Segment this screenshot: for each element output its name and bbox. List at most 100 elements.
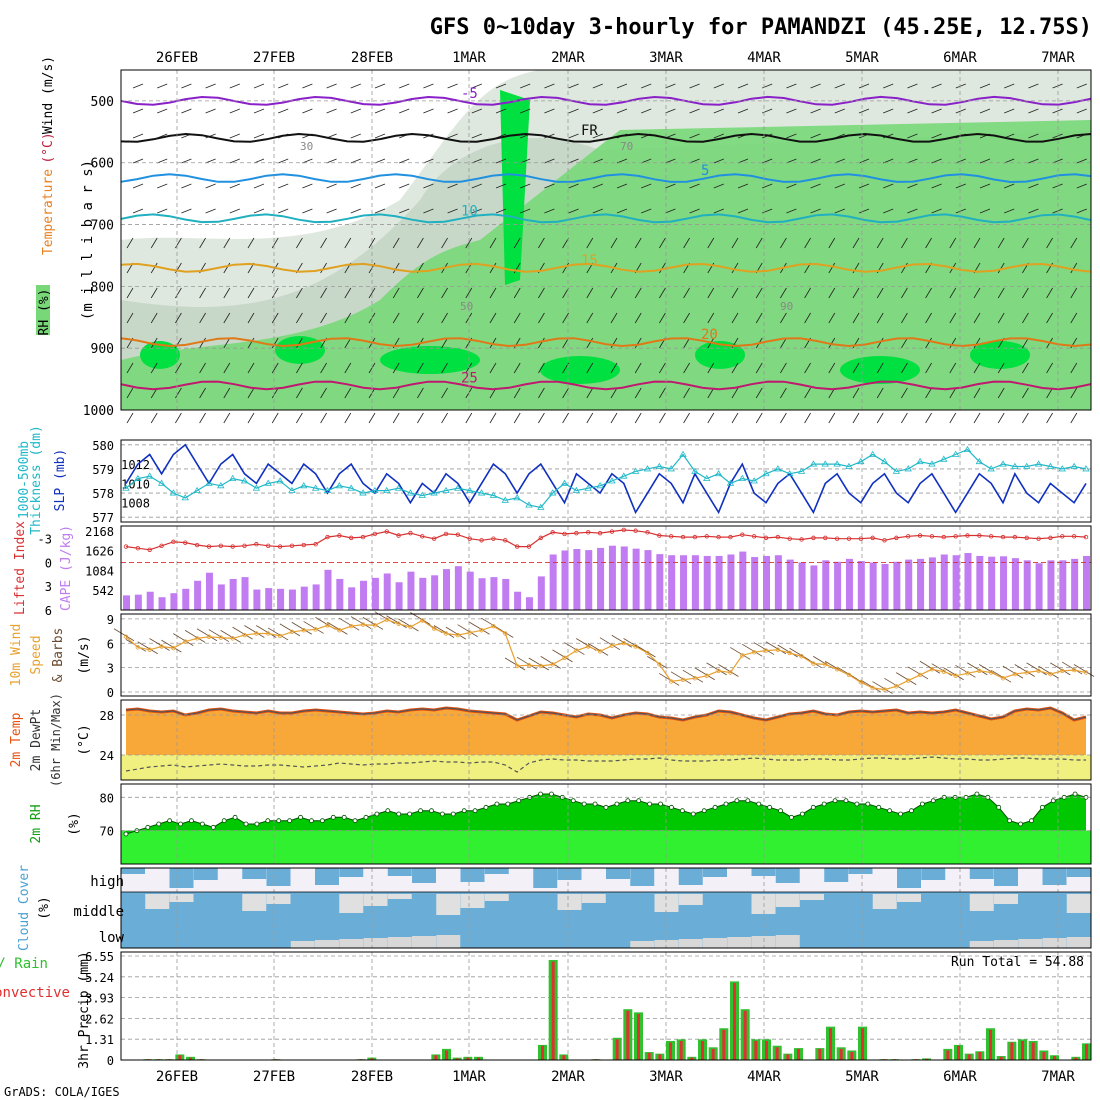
cloud-high-bar: [315, 868, 339, 885]
wind-barb: [828, 312, 836, 324]
thickness-point: [193, 486, 201, 494]
precip-convective-bar: [786, 1054, 790, 1060]
wind10m-point: [171, 645, 176, 651]
thickness-point: [750, 477, 758, 484]
thickness-point: [584, 484, 592, 491]
wind-barb: [755, 237, 763, 249]
wind-barb: [296, 362, 303, 374]
thickness-point: [1082, 465, 1090, 472]
cape-bar: [703, 555, 711, 610]
rh2m-point: [319, 818, 325, 824]
cape-bar: [241, 577, 249, 610]
cloud-low-gap: [412, 936, 436, 948]
wind10m-point: [929, 667, 935, 672]
precip-convective-bar: [711, 1048, 715, 1060]
bottom-date-label: 28FEB: [351, 1069, 393, 1085]
wind-barb: [997, 412, 1005, 424]
wind-barb: [737, 83, 749, 89]
wind-barb: [586, 387, 594, 399]
wind-barb: [997, 362, 1005, 374]
wind-barb: [1070, 412, 1078, 424]
cape-bar: [371, 577, 379, 610]
wind-barb: [852, 287, 860, 299]
lifted-index-point: [1071, 534, 1077, 539]
rh-contour-label: 30: [300, 140, 313, 153]
wind-barb: [858, 108, 870, 114]
wind-barb: [320, 362, 327, 374]
cape-bar: [573, 549, 581, 610]
wind-barb: [852, 237, 860, 249]
wind-barb: [876, 387, 884, 399]
wind-barb: [828, 262, 836, 274]
cloud-middle-gap: [581, 894, 606, 903]
wind-barb: [876, 237, 884, 249]
lifted-index-point: [147, 547, 152, 552]
cape-bar: [395, 582, 403, 610]
thickness-point: [904, 465, 912, 472]
wind10m-barb: [872, 681, 893, 694]
rh2m-point: [1018, 821, 1023, 827]
wind10m-point: [360, 622, 366, 627]
cape-bar: [644, 550, 652, 610]
cape-bar: [312, 584, 320, 610]
top-date-label: 27FEB: [253, 50, 295, 66]
wind-barb: [392, 412, 400, 424]
wind10m-point: [846, 672, 852, 678]
wind-barb: [925, 387, 932, 399]
rh2m-point: [887, 808, 893, 814]
wind-barb: [223, 312, 231, 324]
rh2m-point: [1029, 818, 1034, 824]
rh2m-point: [821, 801, 827, 807]
lifted-index-point: [242, 543, 247, 549]
cloud-middle-gap: [557, 894, 582, 910]
wind-barb: [931, 183, 942, 189]
wind-barb: [320, 387, 327, 399]
rh2m-point: [210, 824, 216, 830]
thickness-point: [513, 494, 521, 501]
wind-barb: [495, 108, 507, 114]
wind10m-barb: [445, 626, 467, 640]
cape-bar: [146, 591, 154, 610]
lifted-index-point: [621, 527, 626, 533]
cloud-middle-gap: [169, 894, 194, 902]
wind-barb: [586, 287, 594, 299]
lifted-index-point: [870, 535, 875, 541]
lifted-index-point: [550, 530, 555, 535]
wind-barb: [302, 83, 313, 89]
precip-convective-bar: [626, 1010, 630, 1060]
rh2m-point: [919, 801, 925, 807]
wind-barb: [731, 387, 739, 399]
wind-barb: [707, 287, 715, 299]
rh-contour-label: 50: [460, 300, 473, 313]
rh2m-point: [898, 811, 903, 817]
wind-barb: [1004, 208, 1015, 214]
thickness-point: [157, 479, 166, 486]
lifted-index-point: [953, 534, 958, 539]
thickness-point: [205, 479, 213, 486]
wind10m-point: [183, 639, 188, 644]
wind-barb: [592, 108, 603, 114]
wind-barb: [489, 312, 497, 324]
cape-bar: [514, 591, 522, 610]
wind-barb: [641, 208, 652, 214]
lifted-index-point: [1012, 534, 1018, 540]
wind10m-barb: [943, 667, 964, 681]
rh2m-point: [974, 791, 980, 797]
wind-barb: [447, 183, 458, 189]
rh-legend-label: RH (%): [37, 289, 52, 336]
wind-barb: [374, 83, 386, 89]
wind-barb: [973, 237, 981, 249]
rh2m-point: [679, 808, 685, 814]
wind-barb: [973, 387, 981, 399]
lifted-index-point: [206, 544, 212, 549]
precip-convective-bar: [370, 1058, 374, 1060]
cape-bar: [336, 578, 344, 610]
wind-barb: [1076, 183, 1087, 189]
precip-convective-bar: [957, 1045, 960, 1060]
thickness-point: [596, 482, 604, 489]
wind-barb: [562, 262, 569, 274]
wind-barb: [786, 183, 797, 189]
wind-barb: [665, 183, 676, 189]
wind-barb: [780, 312, 787, 324]
